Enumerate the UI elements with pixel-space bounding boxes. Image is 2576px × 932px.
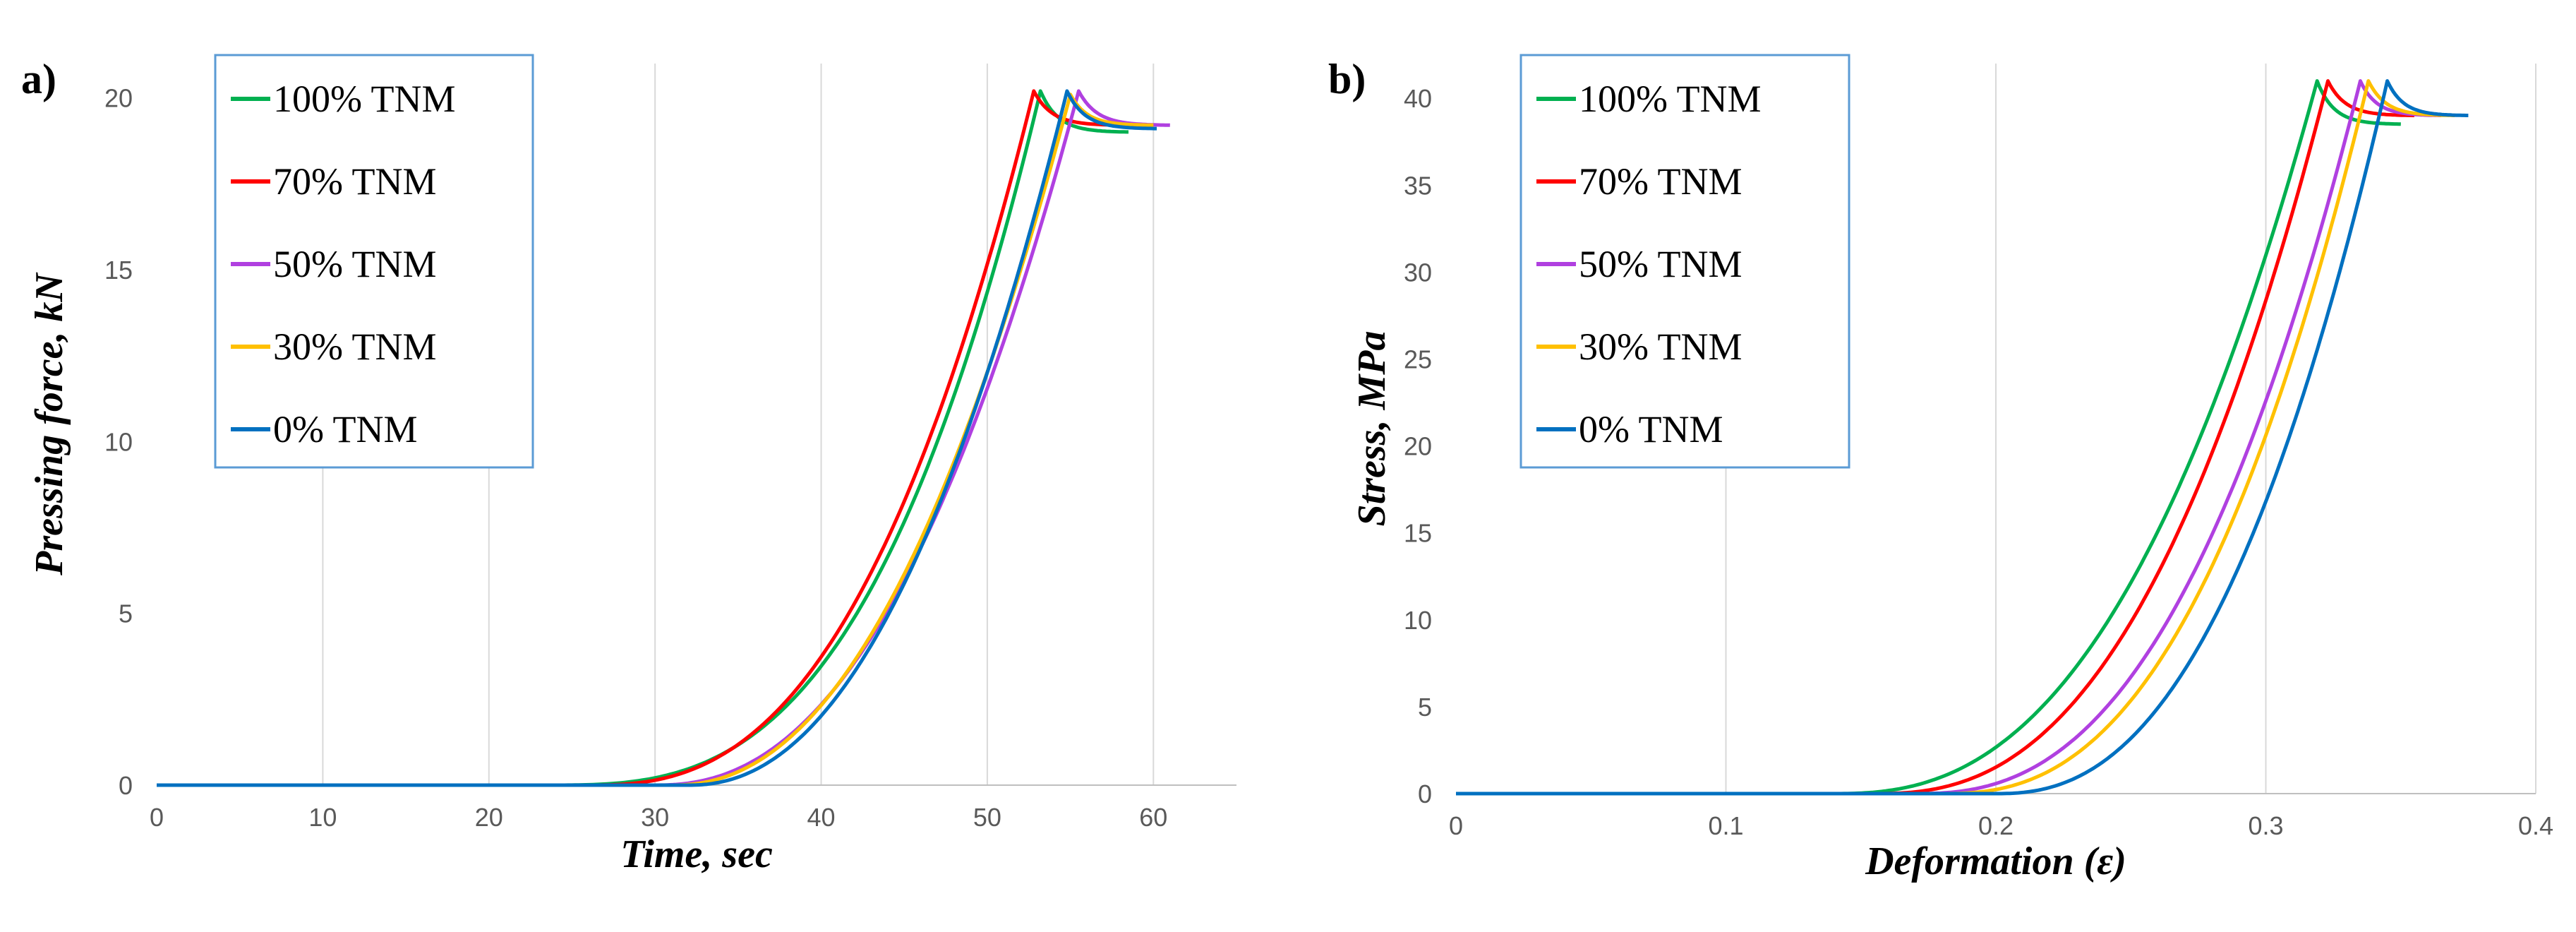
legend-box (214, 54, 534, 469)
y-tick-label: 35 (1404, 171, 1432, 200)
legend-label: 100% TNM (273, 78, 456, 120)
legend-label: 50% TNM (273, 243, 437, 285)
legend-label: 0% TNM (273, 408, 418, 450)
x-tick-label: 0 (1449, 811, 1463, 840)
y-tick-label: 15 (1404, 519, 1432, 548)
x-axis-title: Deformation (ε) (1865, 840, 2126, 883)
x-tick-label: 30 (641, 803, 669, 832)
x-tick-label: 40 (807, 803, 836, 832)
legend-label: 30% TNM (1579, 325, 1743, 368)
x-tick-label: 0 (150, 803, 164, 832)
series-line (1456, 79, 2414, 796)
x-tick-label: 0.4 (2518, 811, 2553, 840)
legend-label: 100% TNM (1579, 78, 1762, 120)
y-axis-title: Stress, MPa (1350, 331, 1394, 527)
legend-label: 30% TNM (273, 325, 437, 368)
series-line (157, 89, 1157, 787)
legend-label: 50% TNM (1579, 243, 1743, 285)
y-tick-label: 30 (1404, 258, 1432, 287)
x-tick-label: 20 (475, 803, 503, 832)
x-tick-label: 0.3 (2248, 811, 2283, 840)
y-tick-label: 20 (1404, 432, 1432, 461)
x-tick-label: 60 (1139, 803, 1167, 832)
x-tick-label: 50 (973, 803, 1001, 832)
panel-label: a) (21, 56, 56, 102)
y-tick-label: 20 (104, 84, 133, 113)
y-tick-label: 5 (119, 599, 133, 628)
y-tick-label: 10 (1404, 606, 1432, 635)
x-axis-title: Time, sec (620, 832, 773, 876)
x-tick-label: 0.2 (1978, 811, 2014, 840)
y-tick-label: 0 (1418, 779, 1432, 808)
x-tick-label: 10 (308, 803, 337, 832)
x-tick-label: 0.1 (1708, 811, 1743, 840)
y-tick-label: 15 (104, 256, 133, 285)
panel-label: b) (1328, 56, 1366, 102)
y-tick-label: 5 (1418, 693, 1432, 722)
y-tick-label: 25 (1404, 345, 1432, 374)
y-axis-title: Pressing force, kN (28, 272, 71, 576)
chart-a-pressing-force: 0 10 20 30 40 50 60 0 5 10 15 20 Time, sec Pressing f… (21, 54, 1236, 876)
y-tick-label: 10 (104, 427, 133, 456)
legend-label: 0% TNM (1579, 408, 1723, 450)
legend-box (1519, 54, 1850, 469)
y-tick-label: 40 (1404, 84, 1432, 113)
legend-label: 70% TNM (1579, 160, 1743, 203)
chart-b-stress: 0 0.1 0.2 0.3 0.4 0 5 10 15 20 25 30 35 40 Deformation… (1328, 54, 2553, 883)
series-line (157, 92, 1154, 787)
series-line (1456, 79, 2401, 796)
series-line (1456, 79, 2455, 796)
legend-label: 70% TNM (273, 160, 437, 203)
series-line (1456, 79, 2469, 796)
y-tick-label: 0 (119, 771, 133, 800)
series-line (157, 89, 1124, 787)
